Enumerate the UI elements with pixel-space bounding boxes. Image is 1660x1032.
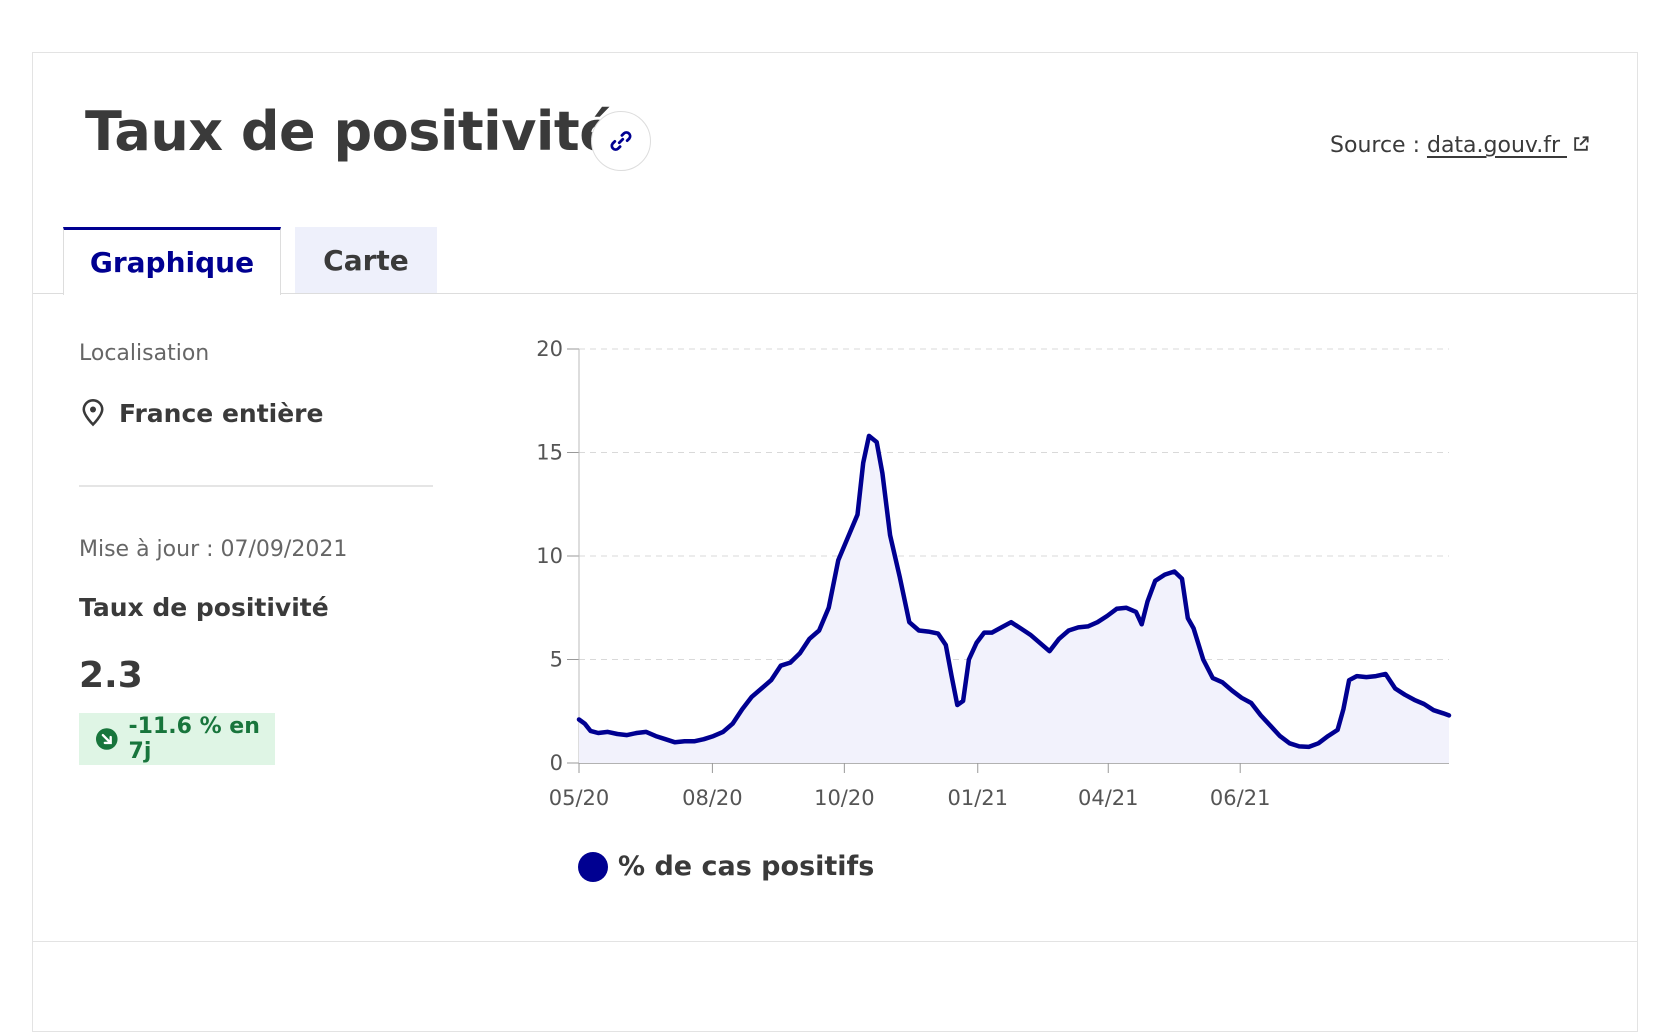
tab-graphique[interactable]: Graphique [63, 227, 281, 295]
y-tick-label: 15 [536, 441, 563, 465]
link-icon [610, 131, 632, 151]
page-title: Taux de positivité [85, 100, 616, 163]
source-prefix: Source : [1330, 133, 1427, 158]
tab-carte[interactable]: Carte [295, 227, 437, 294]
trend-value: -11.6 % en 7j [128, 714, 260, 764]
y-tick-label: 20 [536, 337, 563, 361]
metric-value: 2.3 [79, 655, 143, 696]
sidebar-divider [79, 485, 433, 487]
series-line [576, 433, 1452, 750]
source-text: Source : data.gouv.fr [1330, 133, 1591, 158]
chart-card: Taux de positivité Source : data.gouv.fr… [32, 52, 1638, 1032]
x-tick-label: 05/20 [549, 786, 610, 810]
chart-legend: % de cas positifs [578, 851, 874, 882]
y-tick-label: 0 [550, 751, 563, 775]
x-tick-label: 08/20 [682, 786, 743, 810]
arrow-down-right-icon [95, 728, 118, 750]
x-tick-label: 06/21 [1210, 786, 1271, 810]
y-tick-label: 5 [550, 648, 563, 672]
tabs-divider [33, 293, 1637, 294]
location-selector[interactable]: France entière [79, 398, 323, 428]
legend-dot [578, 851, 608, 882]
update-date: Mise à jour : 07/09/2021 [79, 537, 348, 562]
external-link-icon [1574, 136, 1589, 151]
copy-link-button[interactable] [591, 111, 651, 171]
x-tick-label: 01/21 [947, 786, 1008, 810]
source-link[interactable]: data.gouv.fr [1427, 133, 1591, 158]
metric-label: Taux de positivité [79, 593, 329, 622]
positivity-chart: 0 5 10 15 20 05/20 08/20 10/20 01/21 04/21 06/21 [536, 337, 1452, 810]
section-bottom-divider [33, 941, 1637, 942]
trend-badge: -11.6 % en 7j [79, 713, 275, 765]
series-area [579, 435, 1449, 763]
x-tick-label: 04/21 [1078, 786, 1139, 810]
x-tick-label: 10/20 [814, 786, 875, 810]
map-pin-icon [82, 399, 104, 427]
legend-label: % de cas positifs [618, 851, 875, 882]
location-label: Localisation [79, 341, 210, 366]
location-value: France entière [119, 398, 324, 428]
y-tick-label: 10 [536, 544, 563, 568]
